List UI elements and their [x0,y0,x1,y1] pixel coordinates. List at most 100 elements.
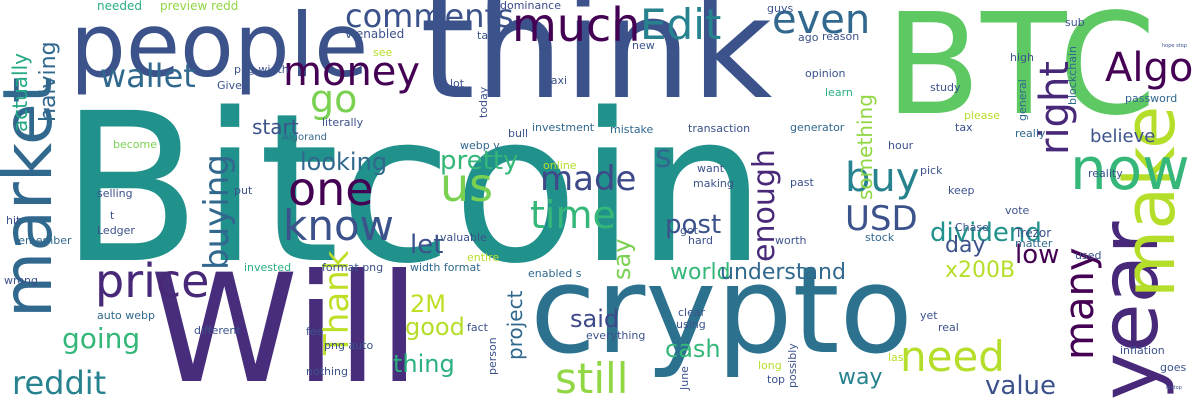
word-inflation: inflation [1120,344,1165,357]
word-maxi: maxi [540,74,568,87]
word-price: price [95,254,210,308]
word-nothing: nothing [306,365,348,378]
word-png-auto: png auto [324,339,374,352]
word-crypto: crypto [530,242,913,381]
word-start: start [252,115,299,139]
word-now: now [1070,135,1190,203]
word-needed: needed [97,0,142,13]
word-yet: yet [920,309,938,322]
word-generator: generator [790,121,845,134]
word-edit: Edit [640,0,722,49]
word-enabled-s: enabled s [528,267,582,280]
word-different: different [194,324,241,337]
word-cash: cash [665,335,721,363]
word-new: new [632,39,655,52]
word-june: June [678,366,691,390]
word-said: said [570,305,620,333]
word-good: good [405,313,465,341]
word-still: still [555,354,629,400]
word-trezor: Trezor [1015,226,1052,240]
word-bitcoin: Bitcoin [60,69,767,309]
word-btc: BTC [885,0,1157,147]
word-going: going [62,322,141,355]
word-mistake: mistake [610,123,654,136]
word-chase: Chase [955,221,989,234]
word-matter: matter [1015,237,1053,250]
word-stock: stock [865,231,895,244]
word-general: general [1016,79,1029,121]
word-algorand: Algorand [282,132,328,143]
word-pick: pick [920,164,943,177]
word-tax: tax [955,121,973,134]
word-keep: keep [948,184,975,197]
word-transaction: transaction [688,122,751,135]
word-v-enabled: v enabled [345,27,405,41]
word-ledger: Ledger [97,224,135,237]
word-format-png: format png [322,261,384,274]
word-go: go [310,77,358,121]
word-us: us [440,158,494,212]
word-fact: fact [467,321,488,334]
word-last: last [888,351,908,364]
word-clear: clear [678,306,706,319]
word-wrong: wrong [4,274,38,287]
word-many: many [1057,247,1103,361]
word-2m: 2M [410,290,446,318]
word-project: project [503,290,527,360]
word-algo: Algo [1105,45,1194,91]
word-sub: sub [1065,16,1085,29]
word-world: world [670,260,731,285]
word-real: real [938,321,959,334]
word-long: long [758,359,782,372]
word-please: please [964,109,1001,122]
word-actually: actually [8,53,32,132]
word-money: money [283,49,421,95]
word-reason: reason [822,30,860,43]
word-reality: reality [1088,167,1123,180]
word-invested: invested [244,261,292,274]
word-dividend: dividend [930,218,1042,248]
word-bull: bull [508,127,529,140]
word-top: top [767,373,786,386]
word-lot: lot [450,77,465,90]
word-today: today [477,86,490,118]
word-hope-stop: hope stop [1162,43,1187,49]
word-become: become [113,138,158,151]
word-see: see [373,46,393,59]
word-online: online [543,159,577,172]
word-password: password [1125,92,1178,105]
word-possibly: possibly [786,343,799,388]
word-past: past [790,176,814,189]
word-given: Given [217,79,249,92]
word-fee: fee [306,325,324,338]
word-remember: remember [14,234,72,247]
word-let: let [410,230,444,260]
word-made: made [540,159,637,199]
word-way: way [838,365,883,390]
word-understand: understand [720,260,846,285]
word-png-width: png width [234,63,289,76]
word-selling: selling [97,187,133,200]
word-buy: buy [845,155,920,201]
word-t: t [110,209,115,222]
word-will: Will [150,243,421,400]
word-buying: buying [197,154,237,270]
word-post: post [665,210,722,240]
word-preview-redd: preview redd [160,0,239,13]
word-hit: hit [6,214,21,227]
word-need: need [900,332,1005,381]
word-reddit: reddit [12,364,107,400]
word-investment: investment [532,121,595,134]
word-put: put [234,184,253,197]
word-dominance: dominance [500,0,561,12]
word-take: take [477,29,501,42]
word-hour: hour [888,139,914,152]
word-usd: USD [845,199,918,239]
word-used: used [1075,249,1102,262]
word-webp-v: webp v [460,139,500,152]
word-believe: believe [1090,126,1156,147]
word-one: one [288,162,374,216]
word-person: person [486,337,499,375]
word-hard: hard [688,234,714,247]
